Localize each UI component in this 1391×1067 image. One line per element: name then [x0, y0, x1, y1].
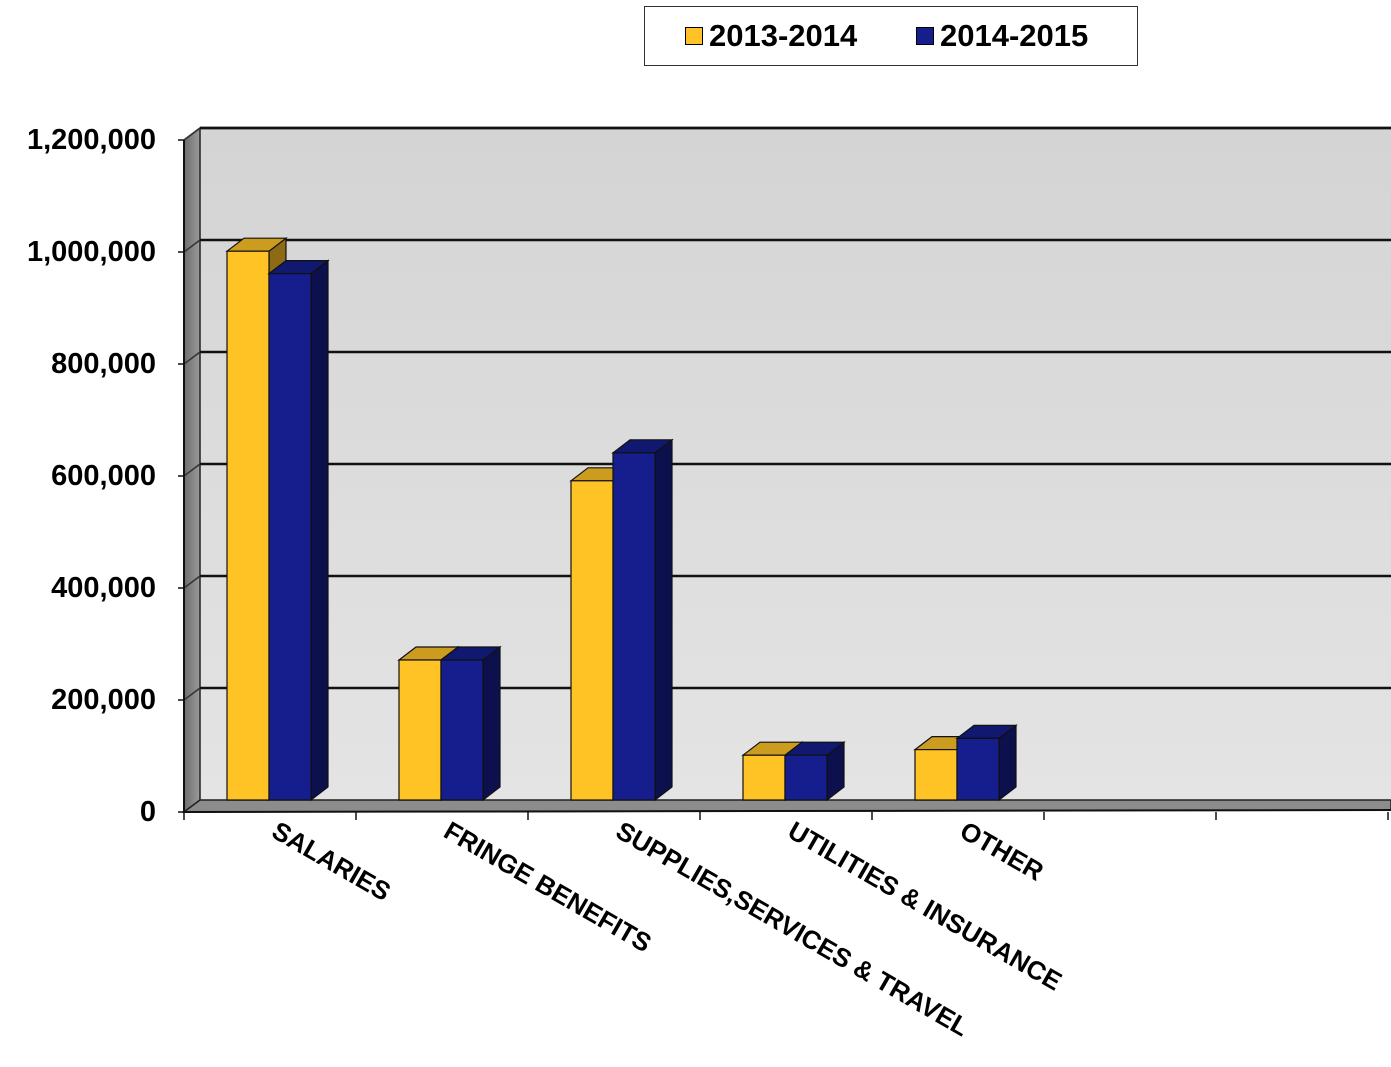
gridline-depth	[183, 687, 201, 701]
y-tick-label: 0	[140, 796, 156, 828]
gridline-depth	[183, 239, 201, 253]
gridline-depth	[183, 463, 201, 477]
legend-label-series-1: 2013-2014	[709, 18, 858, 53]
legend-item-series-2: 2014-2015	[916, 18, 1089, 53]
legend-label-series-2: 2014-2015	[940, 18, 1089, 53]
legend-swatch-series-2	[916, 27, 934, 45]
bar-front	[742, 754, 786, 801]
y-tick-label: 1,000,000	[27, 236, 156, 268]
bar	[267, 259, 330, 802]
bar-front	[398, 659, 442, 801]
y-tick-label: 800,000	[51, 348, 156, 380]
bar-front	[956, 737, 1000, 801]
bar-front	[612, 452, 656, 801]
legend-item-series-1: 2013-2014	[685, 18, 858, 53]
legend-swatch-series-1	[685, 27, 703, 45]
bar	[955, 724, 1018, 802]
bar-front	[226, 250, 270, 801]
gridlines	[183, 126, 1391, 701]
x-category-label: UTILITIES & INSURANCE	[783, 815, 1067, 996]
bar-front	[914, 748, 958, 801]
bar-front	[784, 754, 828, 801]
bar-side	[310, 259, 329, 802]
y-tick-label: 400,000	[51, 572, 156, 604]
bar-front	[440, 659, 484, 801]
gridline-depth	[183, 575, 201, 589]
y-tick-label: 200,000	[51, 684, 156, 716]
bar-side	[482, 645, 501, 802]
chart-walls	[181, 126, 1391, 814]
bar	[439, 645, 502, 802]
legend: 2013-2014 2014-2015	[644, 6, 1138, 66]
bar-front	[268, 273, 312, 801]
x-category-label: SALARIES	[267, 815, 396, 907]
bar	[611, 438, 674, 802]
axes	[178, 139, 1391, 820]
bars	[225, 236, 1018, 802]
x-category-label: OTHER	[955, 815, 1049, 887]
y-tick-label: 1,200,000	[27, 124, 156, 156]
x-axis-line	[183, 809, 1391, 813]
gridline-depth	[183, 351, 201, 365]
gridline-depth	[183, 127, 201, 141]
x-category-label: SUPPLIES,SERVICES & TRAVEL	[611, 815, 974, 1042]
y-tick-label: 600,000	[51, 460, 156, 492]
bar-front	[570, 480, 614, 801]
bar	[783, 740, 846, 802]
bar-side	[654, 438, 673, 802]
